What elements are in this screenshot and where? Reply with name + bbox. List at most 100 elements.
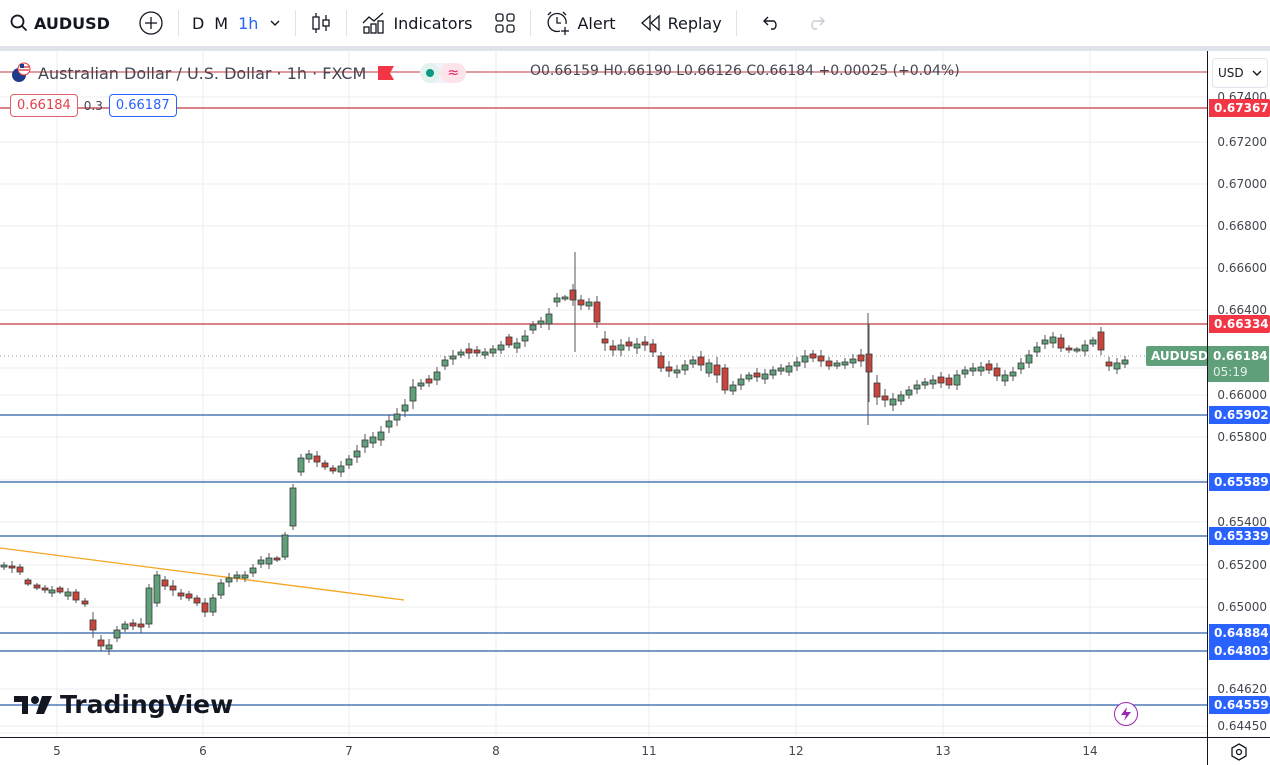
candle-up: [841, 361, 849, 366]
candle-up: [793, 361, 801, 367]
redo-button[interactable]: [801, 6, 833, 40]
symbol-search-button[interactable]: AUDUSD: [0, 6, 116, 40]
candle-up: [489, 348, 497, 354]
time-axis[interactable]: 5 6 7 8 11 12 13 14: [0, 737, 1207, 765]
alert-label: Alert: [577, 13, 616, 33]
candle-down: [873, 382, 881, 398]
quick-action-button[interactable]: [1114, 702, 1138, 726]
candle-up: [433, 371, 441, 381]
interval-d-button[interactable]: D: [191, 13, 205, 33]
replay-button[interactable]: Replay: [634, 6, 728, 40]
lightning-icon: [1121, 707, 1131, 721]
price-tick-label: 0.66400: [1217, 303, 1267, 317]
candle-down: [1105, 361, 1113, 367]
currency-selector[interactable]: USD: [1212, 58, 1268, 88]
candle-down: [97, 639, 105, 647]
alarm-clock-icon: [547, 11, 570, 35]
interval-1h-button[interactable]: 1h: [238, 13, 259, 33]
candle-up: [153, 574, 161, 604]
candle-down: [465, 348, 473, 354]
candle-down: [1065, 347, 1073, 351]
price-level-tag[interactable]: 0.65902: [1209, 406, 1270, 424]
market-status-pill[interactable]: ≈: [420, 63, 467, 83]
candle-down: [817, 355, 825, 362]
candle-down: [41, 587, 49, 591]
candle-up: [689, 359, 697, 365]
candle-up: [377, 431, 385, 441]
layouts-button[interactable]: [488, 6, 522, 40]
candle-down: [945, 377, 953, 386]
time-tick-label: 11: [641, 744, 657, 758]
settings-hexagon-icon: [1231, 742, 1247, 761]
price-level-tag[interactable]: 0.66334: [1209, 315, 1270, 333]
candle-up: [833, 362, 841, 367]
branding-text: TradingView: [60, 690, 234, 719]
chart-settings-button[interactable]: [1207, 737, 1270, 765]
candlestick-chart[interactable]: [0, 51, 1207, 737]
compare-symbol-button[interactable]: [132, 6, 170, 40]
price-level-tag[interactable]: 0.65339: [1209, 527, 1270, 545]
candle-up: [241, 574, 249, 579]
bar-countdown: 05:19: [1213, 365, 1248, 379]
candle-down: [657, 355, 665, 369]
candle-down: [177, 592, 185, 597]
candle-up: [737, 378, 745, 386]
alert-button[interactable]: Alert: [539, 6, 621, 40]
undo-button[interactable]: [755, 6, 787, 40]
chart-pane[interactable]: [0, 51, 1207, 737]
trendline: [0, 547, 405, 601]
candle-up: [481, 351, 489, 356]
candle-down: [881, 395, 889, 401]
divider: [295, 10, 297, 36]
price-tick-label: 0.65800: [1217, 430, 1267, 444]
candle-down: [161, 579, 169, 587]
candle-up: [977, 366, 985, 372]
indicators-button[interactable]: Indicators: [355, 6, 478, 40]
price-axis[interactable]: 0.67400 0.67200 0.67000 0.66800 0.66600 0.664…: [1207, 51, 1270, 737]
flag-icon[interactable]: [378, 66, 395, 80]
delayed-data-icon: ≈: [440, 63, 467, 83]
candle-up: [785, 365, 793, 373]
candle-up: [0, 564, 8, 568]
price-level-tag[interactable]: 0.64884: [1209, 624, 1270, 642]
candle-up: [777, 367, 785, 372]
undo-icon: [762, 16, 777, 30]
time-tick-label: 8: [492, 744, 500, 758]
price-tick-label: 0.64620: [1217, 682, 1267, 696]
candle-up: [961, 369, 969, 375]
candle-up: [281, 534, 289, 558]
candle-down: [577, 299, 585, 306]
price-level-tag[interactable]: 0.67367: [1209, 99, 1270, 117]
tradingview-logo[interactable]: TradingView: [14, 690, 233, 719]
chart-legend[interactable]: Australian Dollar / U.S. Dollar · 1h · F…: [10, 62, 467, 84]
time-tick-label: 12: [788, 744, 804, 758]
candle-down: [569, 289, 577, 301]
candle-down: [665, 366, 673, 372]
buy-button[interactable]: 0.66187: [108, 94, 177, 117]
chevron-down-icon: [1252, 70, 1262, 76]
divider: [346, 10, 348, 36]
price-tick-label: 0.65200: [1217, 558, 1267, 572]
interval-m-button[interactable]: M: [214, 13, 229, 33]
candle-down: [505, 336, 513, 346]
last-price-value: 0.66184: [1213, 349, 1268, 363]
last-price-symbol-tag: AUDUSD: [1146, 346, 1213, 366]
sell-button[interactable]: 0.66184: [10, 94, 78, 117]
candle-down: [1097, 331, 1105, 351]
candle-up: [233, 574, 241, 579]
chart-type-button[interactable]: [304, 6, 338, 40]
candle-up: [1121, 359, 1129, 365]
price-tick-label: 0.65400: [1217, 515, 1267, 529]
candle-up: [497, 344, 505, 351]
price-level-tag[interactable]: 0.64803: [1209, 642, 1270, 660]
candle-down: [1057, 337, 1065, 349]
candle-up: [441, 359, 449, 367]
candle-down: [273, 557, 281, 561]
price-level-tag[interactable]: 0.64559: [1209, 696, 1270, 714]
candle-up: [705, 362, 713, 374]
search-icon: [10, 14, 28, 32]
ohlc-values: O0.66159 H0.66190 L0.66126 C0.66184 +0.0…: [530, 63, 960, 79]
price-level-tag[interactable]: 0.65589: [1209, 473, 1270, 491]
interval-dropdown-button[interactable]: [263, 6, 287, 40]
candle-up: [729, 384, 737, 392]
